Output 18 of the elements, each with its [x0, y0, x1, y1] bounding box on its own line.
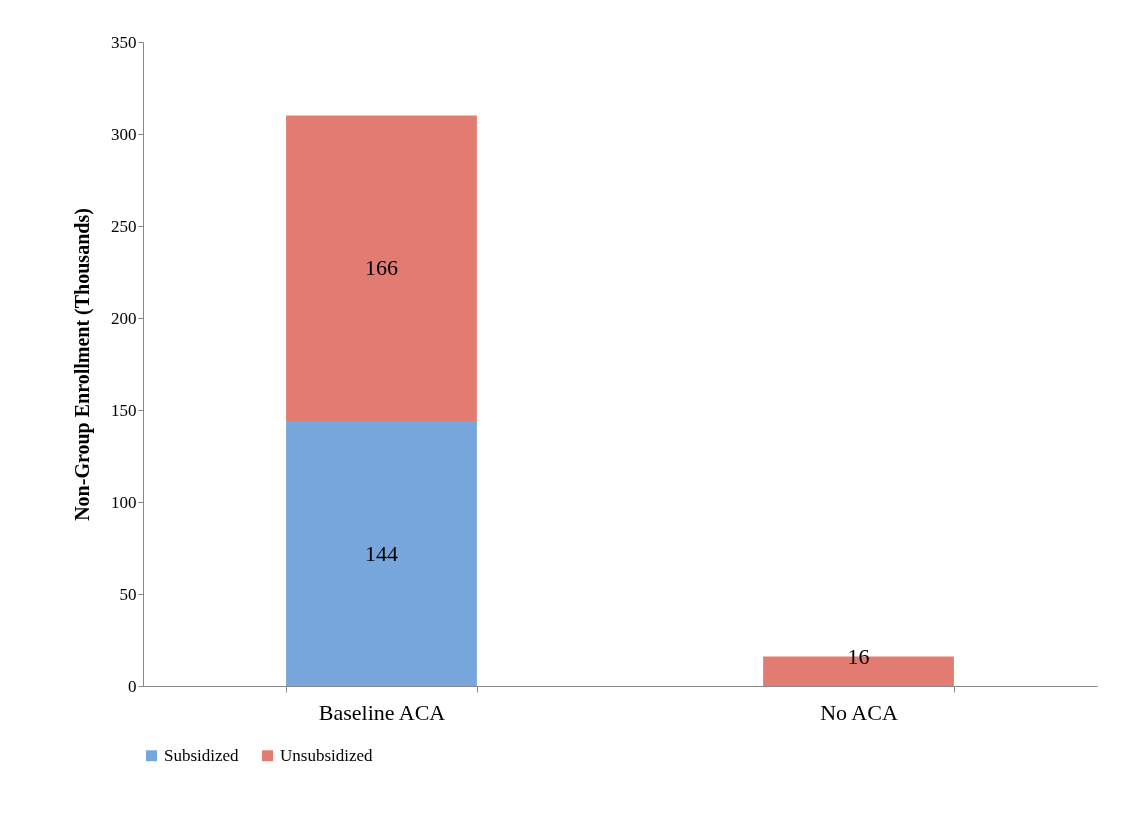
- legend-label: Unsubsidized: [280, 745, 374, 765]
- data-label: 144: [365, 540, 398, 566]
- bar: [286, 421, 477, 686]
- y-tick-label: 350: [111, 32, 137, 52]
- y-tick-label: 100: [111, 492, 137, 512]
- y-tick-label: 150: [111, 400, 137, 420]
- y-tick-label: 200: [111, 308, 137, 328]
- y-tick-label: 250: [111, 216, 137, 236]
- y-axis-title: Non-Group Enrollment (Thousands): [71, 208, 94, 521]
- data-label: 16: [847, 643, 870, 669]
- data-label: 166: [365, 255, 398, 281]
- y-tick-label: 50: [119, 584, 137, 604]
- y-tick-label: 0: [128, 676, 137, 696]
- x-tick-label: Baseline ACA: [318, 699, 446, 725]
- x-tick-label: No ACA: [820, 699, 898, 725]
- y-tick-label: 300: [111, 124, 137, 144]
- legend-label: Subsidized: [164, 745, 240, 765]
- bar: [286, 115, 477, 422]
